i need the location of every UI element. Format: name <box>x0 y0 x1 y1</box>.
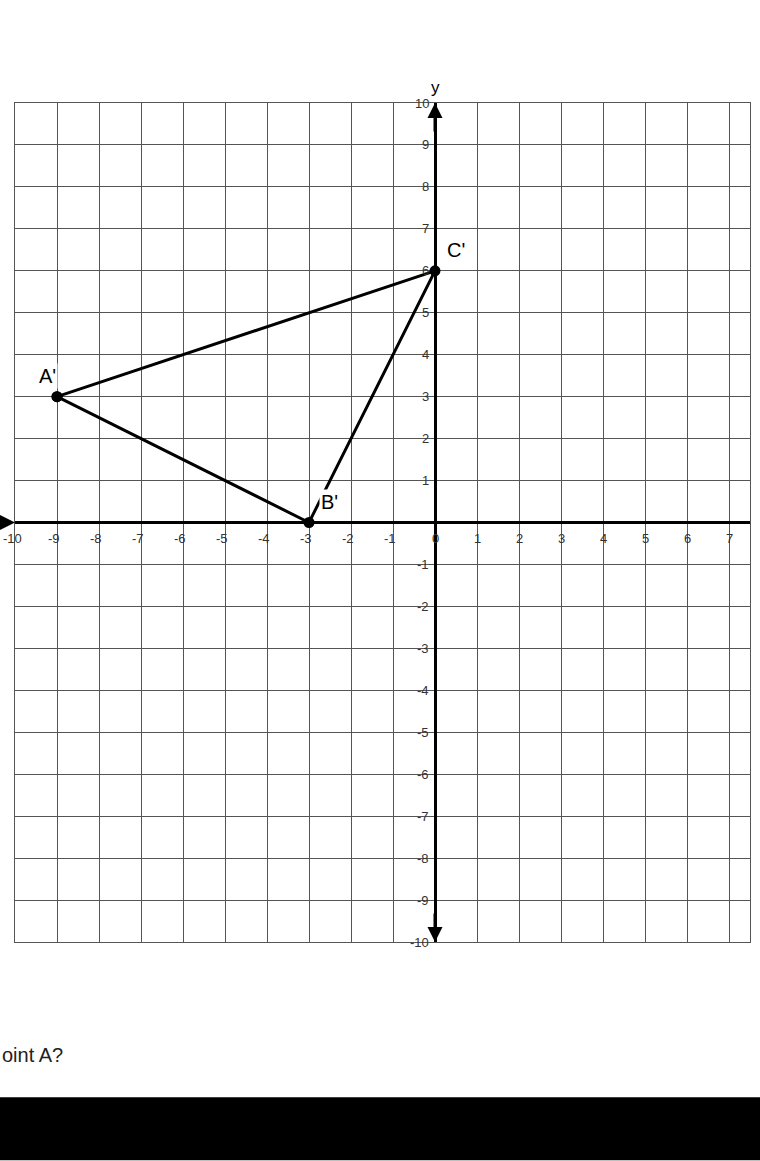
svg-text:-7: -7 <box>132 531 144 546</box>
svg-text:-2: -2 <box>417 599 429 614</box>
svg-text:-8: -8 <box>90 531 102 546</box>
svg-text:-5: -5 <box>417 725 429 740</box>
svg-text:4: 4 <box>600 531 607 546</box>
svg-text:C': C' <box>447 239 465 261</box>
svg-text:-2: -2 <box>342 531 354 546</box>
svg-text:B': B' <box>321 491 338 513</box>
svg-text:5: 5 <box>642 531 649 546</box>
svg-text:-4: -4 <box>417 683 429 698</box>
svg-text:7: 7 <box>726 531 733 546</box>
svg-text:7: 7 <box>422 221 429 236</box>
svg-text:-3: -3 <box>300 531 312 546</box>
svg-text:10: 10 <box>415 96 429 111</box>
svg-text:A': A' <box>39 365 56 387</box>
svg-text:2: 2 <box>422 431 429 446</box>
svg-text:-7: -7 <box>417 809 429 824</box>
svg-text:4: 4 <box>422 347 429 362</box>
svg-text:8: 8 <box>422 179 429 194</box>
svg-text:6: 6 <box>684 531 691 546</box>
svg-text:-10: -10 <box>3 531 22 546</box>
svg-text:-8: -8 <box>417 851 429 866</box>
svg-text:1: 1 <box>474 531 481 546</box>
svg-text:-6: -6 <box>417 767 429 782</box>
svg-text:-1: -1 <box>417 557 429 572</box>
svg-text:-10: -10 <box>410 935 429 950</box>
svg-text:-3: -3 <box>417 641 429 656</box>
svg-text:-4: -4 <box>258 531 270 546</box>
svg-text:-9: -9 <box>48 531 60 546</box>
svg-text:-5: -5 <box>216 531 228 546</box>
svg-text:y: y <box>431 78 440 97</box>
svg-text:6: 6 <box>422 263 429 278</box>
svg-text:oint A?: oint A? <box>2 1044 63 1066</box>
svg-text:0: 0 <box>432 531 439 546</box>
svg-text:-9: -9 <box>417 893 429 908</box>
svg-text:-6: -6 <box>174 531 186 546</box>
svg-text:-1: -1 <box>384 531 396 546</box>
svg-text:3: 3 <box>422 389 429 404</box>
svg-text:1: 1 <box>422 473 429 488</box>
svg-text:5: 5 <box>422 305 429 320</box>
svg-text:9: 9 <box>422 137 429 152</box>
svg-text:2: 2 <box>516 531 523 546</box>
svg-text:3: 3 <box>558 531 565 546</box>
